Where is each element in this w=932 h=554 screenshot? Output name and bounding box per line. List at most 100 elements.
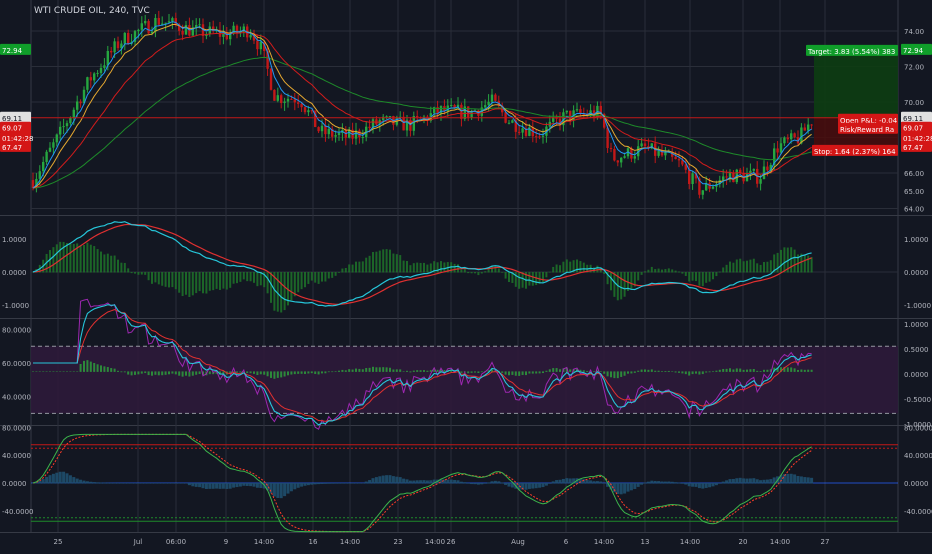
stoch-histogram-bar	[259, 483, 263, 488]
stoch-histogram-bar	[232, 483, 236, 488]
rsi-histogram-bar	[664, 371, 667, 372]
rsi-histogram-bar	[164, 371, 167, 375]
macd-histogram-bar	[331, 272, 334, 278]
stop-label: Stop: 1.64 (2.37%) 164	[814, 148, 896, 156]
candle-body	[613, 148, 616, 161]
stoch-histogram-bar	[660, 481, 664, 484]
candle-body	[691, 173, 694, 184]
candle-body	[72, 109, 75, 118]
rsi-histogram-bar	[596, 370, 599, 372]
stoch-histogram-bar	[85, 481, 89, 484]
stoch-histogram-bar	[143, 482, 147, 484]
rsi-histogram-bar	[752, 368, 755, 372]
stoch-histogram-bar	[391, 476, 395, 484]
candle-body	[786, 137, 789, 140]
candle-body	[790, 133, 793, 140]
macd-histogram-bar	[480, 272, 483, 274]
candle-body	[783, 137, 786, 144]
candle-body	[96, 72, 99, 74]
macd-histogram-bar	[297, 272, 300, 293]
rsi-histogram-bar	[555, 368, 558, 372]
stoch-histogram-bar	[742, 478, 746, 484]
macd-histogram-bar	[344, 267, 347, 273]
macd-histogram-bar	[800, 253, 803, 273]
candle-body	[569, 110, 572, 121]
macd-histogram-bar	[582, 262, 585, 273]
stoch-histogram-bar	[395, 476, 399, 484]
rsi-histogram-bar	[426, 370, 429, 372]
macd-histogram-bar	[606, 272, 609, 285]
rsi-histogram-bar	[528, 371, 531, 374]
macd-histogram-bar	[361, 261, 364, 273]
rsi-histogram-bar	[531, 371, 534, 374]
macd-histogram-bar	[181, 272, 184, 297]
rsi-histogram-bar	[287, 371, 289, 376]
rsi-histogram-bar	[35, 371, 38, 372]
macd-histogram-bar	[579, 261, 582, 273]
candle-body	[293, 99, 296, 103]
candle-body	[725, 176, 728, 178]
candle-body	[671, 151, 674, 157]
candle-body	[562, 112, 565, 126]
rsi-histogram-bar	[514, 371, 517, 376]
stoch-histogram-bar	[283, 483, 287, 497]
macd-histogram-bar	[137, 272, 140, 275]
rsi-histogram-bar	[559, 369, 561, 372]
target-label-bg	[806, 44, 898, 56]
macd-histogram-bar	[572, 260, 575, 273]
price-tick-label: 66.00	[904, 170, 924, 178]
macd-histogram-bar	[263, 272, 266, 288]
macd-histogram-bar	[739, 258, 742, 273]
rsi-histogram-bar	[42, 371, 45, 372]
macd-histogram-bar	[293, 272, 296, 297]
stoch-histogram-bar	[636, 483, 640, 487]
candle-body	[674, 156, 677, 160]
rsi-histogram-bar	[402, 371, 405, 372]
macd-histogram-bar	[807, 255, 810, 273]
rsi-histogram-bar	[501, 371, 504, 373]
rsi-histogram-bar	[684, 371, 687, 375]
candle-body	[259, 41, 262, 50]
rsi-histogram-bar	[749, 369, 752, 372]
stoch-histogram-bar	[623, 483, 627, 494]
macd-histogram-bar	[436, 262, 439, 273]
candle-body	[633, 156, 636, 159]
time-axis-label: 14:00	[340, 538, 360, 546]
rsi-histogram-bar	[667, 370, 670, 372]
rsi-histogram-bar	[538, 371, 541, 374]
candle-body	[127, 32, 130, 44]
macd-histogram-bar	[151, 272, 153, 284]
stoch-histogram-bar	[79, 479, 83, 484]
rsi-histogram-bar	[742, 369, 745, 372]
stoch-histogram-bar	[153, 482, 157, 484]
candle-body	[426, 116, 429, 121]
stoch-histogram-bar	[204, 483, 208, 489]
stoch-histogram-bar	[334, 483, 338, 484]
stoch-histogram-bar	[432, 479, 436, 484]
stoch-histogram-bar	[354, 483, 358, 484]
macd-histogram-bar	[443, 262, 446, 273]
stoch-histogram-bar	[34, 482, 38, 484]
left-price-badge: 69.11	[2, 115, 22, 123]
price-tick-label: 64.00	[904, 206, 924, 214]
macd-histogram-bar	[406, 261, 408, 273]
rsi-histogram-bar	[419, 370, 422, 372]
rsi-histogram-bar	[569, 369, 572, 372]
rsi-histogram-bar	[525, 371, 527, 376]
stoch-histogram-bar	[317, 483, 321, 485]
macd-histogram-bar	[324, 272, 327, 282]
candle-body	[167, 21, 171, 23]
macd-histogram-bar	[123, 262, 126, 273]
macd-histogram-bar	[32, 272, 34, 273]
stoch-histogram-bar	[704, 483, 708, 488]
rsi-histogram-bar	[691, 371, 694, 375]
rsi-raw-line	[33, 298, 812, 430]
candle-body	[439, 106, 443, 114]
candle-body	[65, 123, 69, 127]
stoch-histogram-bar	[463, 482, 467, 484]
macd-histogram-bar	[735, 259, 738, 273]
macd-histogram-bar	[732, 262, 735, 273]
stoch-histogram-bar	[102, 482, 106, 484]
